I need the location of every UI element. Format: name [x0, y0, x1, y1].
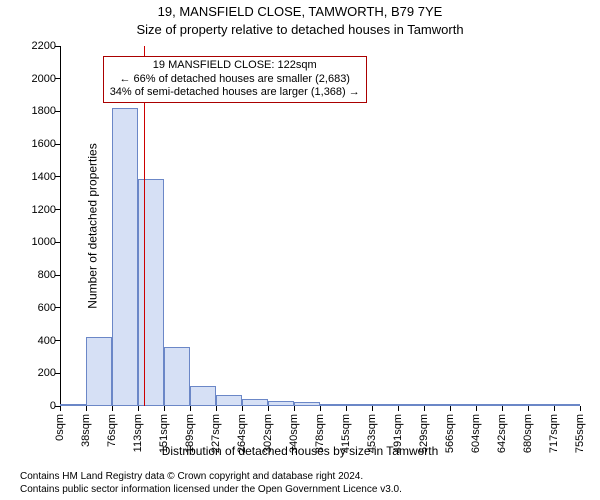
- histogram-bar: [190, 386, 216, 406]
- x-tick-label: 642sqm: [496, 414, 508, 453]
- x-tick-label: 680sqm: [522, 414, 534, 453]
- histogram-bar: [372, 404, 398, 406]
- x-tick-mark: [112, 406, 113, 411]
- x-tick-label: 378sqm: [314, 414, 326, 453]
- histogram-bar: [398, 404, 424, 406]
- histogram-bar: [112, 108, 137, 406]
- y-tick-label: 800: [6, 269, 56, 281]
- plot-area: 19 MANSFIELD CLOSE: 122sqm← 66% of detac…: [60, 46, 580, 406]
- x-tick-mark: [580, 406, 581, 411]
- x-tick-mark: [372, 406, 373, 411]
- footer-line-1: Contains HM Land Registry data © Crown c…: [20, 471, 402, 484]
- histogram-bar: [528, 404, 553, 406]
- histogram-bar: [164, 347, 190, 406]
- x-tick-label: 604sqm: [470, 414, 482, 453]
- x-tick-mark: [476, 406, 477, 411]
- x-tick-label: 755sqm: [574, 414, 586, 453]
- x-tick-label: 76sqm: [106, 414, 118, 447]
- histogram-bar: [320, 404, 345, 406]
- footer-line-2: Contains public sector information licen…: [20, 484, 402, 497]
- x-tick-label: 529sqm: [418, 414, 430, 453]
- chart-footer: Contains HM Land Registry data © Crown c…: [20, 471, 402, 496]
- x-tick-label: 491sqm: [392, 414, 404, 453]
- x-tick-mark: [164, 406, 165, 411]
- y-axis-line: [60, 46, 61, 406]
- y-tick-label: 1800: [6, 105, 56, 117]
- x-tick-mark: [242, 406, 243, 411]
- x-tick-mark: [216, 406, 217, 411]
- x-tick-label: 340sqm: [288, 414, 300, 453]
- histogram-bar: [346, 404, 372, 406]
- x-tick-mark: [424, 406, 425, 411]
- histogram-bar: [450, 404, 476, 406]
- histogram-bar: [554, 404, 580, 406]
- annotation-box: 19 MANSFIELD CLOSE: 122sqm← 66% of detac…: [103, 56, 367, 103]
- x-tick-label: 189sqm: [184, 414, 196, 453]
- x-tick-mark: [190, 406, 191, 411]
- x-tick-mark: [450, 406, 451, 411]
- x-tick-mark: [294, 406, 295, 411]
- annotation-line-1: 19 MANSFIELD CLOSE: 122sqm: [110, 59, 360, 73]
- x-tick-mark: [138, 406, 139, 411]
- y-tick-label: 600: [6, 302, 56, 314]
- chart-title-sub: Size of property relative to detached ho…: [0, 22, 600, 37]
- x-tick-label: 227sqm: [210, 414, 222, 453]
- histogram-bar: [138, 179, 164, 406]
- x-tick-label: 0sqm: [54, 414, 66, 441]
- x-tick-mark: [346, 406, 347, 411]
- x-tick-label: 264sqm: [236, 414, 248, 453]
- y-tick-label: 0: [6, 400, 56, 412]
- y-tick-label: 400: [6, 335, 56, 347]
- annotation-line-2: ← 66% of detached houses are smaller (2,…: [110, 73, 360, 87]
- chart-title-main: 19, MANSFIELD CLOSE, TAMWORTH, B79 7YE: [0, 4, 600, 19]
- x-tick-mark: [86, 406, 87, 411]
- x-tick-mark: [398, 406, 399, 411]
- y-tick-label: 2000: [6, 73, 56, 85]
- chart-container: 19, MANSFIELD CLOSE, TAMWORTH, B79 7YE S…: [0, 0, 600, 500]
- x-tick-label: 38sqm: [80, 414, 92, 447]
- histogram-bar: [476, 404, 502, 406]
- histogram-bar: [294, 402, 320, 406]
- histogram-bar: [86, 337, 112, 406]
- x-tick-mark: [554, 406, 555, 411]
- histogram-bar: [502, 404, 528, 406]
- histogram-bar: [242, 399, 268, 406]
- annotation-line-3: 34% of semi-detached houses are larger (…: [110, 86, 360, 100]
- x-tick-label: 113sqm: [132, 414, 144, 452]
- x-tick-label: 566sqm: [444, 414, 456, 453]
- histogram-bar: [216, 395, 241, 406]
- x-tick-label: 415sqm: [340, 414, 352, 453]
- y-tick-label: 1600: [6, 138, 56, 150]
- y-tick-label: 200: [6, 367, 56, 379]
- y-tick-label: 2200: [6, 40, 56, 52]
- x-tick-mark: [528, 406, 529, 411]
- x-tick-label: 151sqm: [158, 414, 170, 453]
- x-tick-label: 302sqm: [262, 414, 274, 453]
- x-tick-label: 717sqm: [548, 414, 560, 453]
- y-tick-label: 1400: [6, 171, 56, 183]
- x-tick-mark: [60, 406, 61, 411]
- x-tick-label: 453sqm: [366, 414, 378, 453]
- histogram-bar: [424, 404, 449, 406]
- histogram-bar: [60, 404, 86, 406]
- y-axis-label-wrap: Number of detached properties: [10, 46, 24, 406]
- y-tick-label: 1200: [6, 204, 56, 216]
- y-tick-label: 1000: [6, 236, 56, 248]
- histogram-bar: [268, 401, 294, 406]
- x-tick-mark: [320, 406, 321, 411]
- x-tick-mark: [502, 406, 503, 411]
- x-tick-mark: [268, 406, 269, 411]
